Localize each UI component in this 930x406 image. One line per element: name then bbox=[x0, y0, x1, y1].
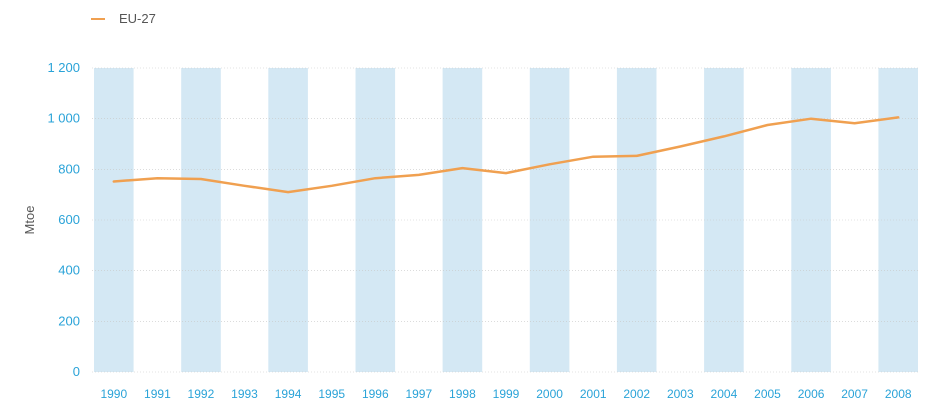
x-tick-label: 2007 bbox=[841, 387, 868, 401]
x-tick-label: 1990 bbox=[100, 387, 127, 401]
y-tick-label: 0 bbox=[73, 364, 80, 379]
x-axis-ticks: 1990 1991 1992 1993 1994 1995 1996 1997 1998 1999… bbox=[100, 387, 911, 401]
series-lines bbox=[112, 116, 900, 194]
x-tick-label: 2004 bbox=[711, 387, 738, 401]
gridlines bbox=[92, 67, 920, 373]
y-axis-ticks: 0 200 400 600 800 1 000 1 200 bbox=[47, 60, 80, 379]
x-tick-label: 1992 bbox=[188, 387, 215, 401]
x-tick-label: 1995 bbox=[318, 387, 345, 401]
y-tick-label: 400 bbox=[58, 263, 80, 278]
y-tick-label: 200 bbox=[58, 313, 80, 328]
background-band bbox=[268, 68, 308, 372]
series-line bbox=[112, 116, 900, 194]
legend: EU-27 bbox=[91, 11, 156, 26]
x-tick-label: 1999 bbox=[493, 387, 520, 401]
x-tick-label: 1991 bbox=[144, 387, 171, 401]
x-tick-label: 1993 bbox=[231, 387, 258, 401]
x-tick-label: 2006 bbox=[798, 387, 825, 401]
y-tick-label: 1 000 bbox=[47, 111, 80, 126]
x-tick-label: 2008 bbox=[885, 387, 912, 401]
y-axis-label: Mtoe bbox=[22, 206, 37, 235]
legend-label: EU-27 bbox=[119, 11, 156, 26]
y-tick-label: 800 bbox=[58, 161, 80, 176]
y-tick-label: 1 200 bbox=[47, 60, 80, 75]
x-tick-label: 2003 bbox=[667, 387, 694, 401]
x-tick-label: 2000 bbox=[536, 387, 563, 401]
x-tick-label: 2001 bbox=[580, 387, 607, 401]
x-tick-label: 1997 bbox=[405, 387, 432, 401]
x-tick-label: 1998 bbox=[449, 387, 476, 401]
x-tick-label: 2002 bbox=[623, 387, 650, 401]
x-tick-label: 1994 bbox=[275, 387, 302, 401]
x-tick-label: 1996 bbox=[362, 387, 389, 401]
x-tick-label: 2005 bbox=[754, 387, 781, 401]
y-tick-label: 600 bbox=[58, 212, 80, 227]
